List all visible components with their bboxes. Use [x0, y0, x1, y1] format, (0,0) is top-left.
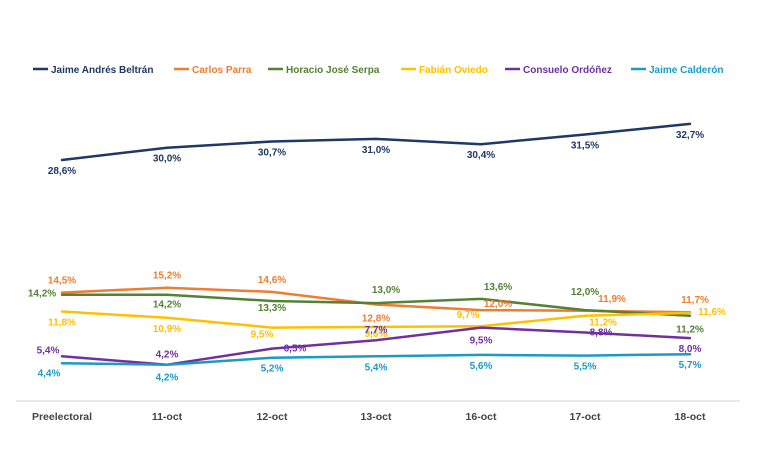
data-label-horacio-jose-serpa-3: 13,0% — [372, 285, 400, 296]
data-label-consuelo-ordonez-0: 5,4% — [37, 345, 60, 356]
legend-label: Carlos Parra — [192, 65, 252, 76]
data-labels: 28,6% 30,0% 30,7% 31,0% 30,4% 31,5% 32,7% 14,5%… — [28, 130, 726, 384]
x-tick-label: 18-oct — [675, 411, 706, 423]
data-label-carlos-parra-0: 14,5% — [48, 276, 76, 287]
legend-label: Fabián Oviedo — [419, 65, 488, 76]
data-label-jaime-calderon-3: 5,4% — [365, 362, 388, 373]
data-label-jaime-andres-beltran-4: 30,4% — [467, 150, 495, 161]
data-label-fabian-oviedo-2: 9,5% — [251, 330, 274, 341]
data-label-consuelo-ordonez-3: 7,7% — [365, 325, 388, 336]
x-tick-label: Preelectoral — [32, 411, 92, 423]
data-label-fabian-oviedo-0: 11,8% — [48, 318, 76, 329]
legend-label: Horacio José Serpa — [286, 65, 380, 76]
data-label-jaime-andres-beltran-5: 31,5% — [571, 140, 599, 151]
data-label-consuelo-ordonez-6: 8,0% — [679, 344, 702, 355]
data-label-horacio-jose-serpa-4: 13,6% — [484, 282, 512, 293]
data-label-horacio-jose-serpa-6: 11,2% — [676, 325, 704, 336]
legend: Jaime Andrés Beltrán Carlos Parra Horacio … — [33, 65, 723, 76]
x-tick-label: 11-oct — [152, 411, 183, 423]
legend-item-consuelo-ordonez: Consuelo Ordóñez — [505, 65, 612, 76]
data-label-jaime-andres-beltran-2: 30,7% — [258, 148, 286, 159]
data-label-fabian-oviedo-1: 10,9% — [153, 324, 181, 335]
series-lines — [60, 122, 692, 366]
series-line-fabian-oviedo — [60, 310, 692, 329]
x-axis-ticks: Preelectoral 11-oct 12-oct 13-oct 16-oct 17-o… — [32, 411, 706, 423]
data-label-carlos-parra-3: 12,8% — [362, 314, 390, 325]
data-label-horacio-jose-serpa-1: 14,2% — [153, 300, 181, 311]
data-label-carlos-parra-4: 12,0% — [484, 299, 512, 310]
data-label-fabian-oviedo-4: 9,7% — [457, 310, 480, 321]
data-label-consuelo-ordonez-4: 9,5% — [470, 336, 493, 347]
legend-item-carlos-parra: Carlos Parra — [174, 65, 252, 76]
data-label-jaime-calderon-4: 5,6% — [470, 361, 493, 372]
x-tick-label: 17-oct — [570, 411, 601, 423]
data-label-consuelo-ordonez-1: 4,2% — [156, 350, 179, 361]
legend-label: Consuelo Ordóñez — [523, 65, 612, 76]
data-label-jaime-andres-beltran-6: 32,7% — [676, 130, 704, 141]
data-label-carlos-parra-2: 14,6% — [258, 275, 286, 286]
data-label-carlos-parra-6: 11,7% — [681, 295, 709, 306]
data-label-fabian-oviedo-6: 11,6% — [698, 307, 726, 318]
series-line-horacio-jose-serpa — [60, 293, 692, 317]
data-label-jaime-calderon-6: 5,7% — [679, 360, 702, 371]
data-label-jaime-calderon-1: 4,2% — [156, 373, 179, 384]
data-label-fabian-oviedo-3: 9,6% — [365, 329, 388, 340]
data-label-jaime-andres-beltran-1: 30,0% — [153, 154, 181, 165]
data-label-consuelo-ordonez-5: 8,8% — [590, 328, 613, 339]
data-label-horacio-jose-serpa-2: 13,3% — [258, 303, 286, 314]
x-tick-label: 13-oct — [361, 411, 392, 423]
data-label-jaime-andres-beltran-0: 28,6% — [48, 166, 76, 177]
data-label-carlos-parra-1: 15,2% — [153, 271, 181, 282]
legend-item-jaime-andres-beltran: Jaime Andrés Beltrán — [33, 65, 153, 76]
data-label-fabian-oviedo-5: 11,2% — [589, 318, 617, 329]
x-tick-label: 16-oct — [466, 411, 497, 423]
legend-label: Jaime Andrés Beltrán — [51, 65, 153, 76]
data-label-jaime-calderon-2: 5,2% — [261, 364, 284, 375]
legend-item-fabian-oviedo: Fabián Oviedo — [401, 65, 488, 76]
data-label-carlos-parra-5: 11,9% — [598, 294, 626, 305]
series-line-jaime-andres-beltran — [60, 122, 692, 162]
data-label-jaime-andres-beltran-3: 31,0% — [362, 145, 390, 156]
x-tick-label: 12-oct — [257, 411, 288, 423]
legend-item-jaime-calderon: Jaime Calderón — [631, 65, 723, 76]
data-label-jaime-calderon-0: 4,4% — [38, 368, 61, 379]
series-line-jaime-calderon — [60, 352, 692, 366]
data-label-horacio-jose-serpa-0: 14,2% — [28, 289, 56, 300]
data-label-consuelo-ordonez-2: 6,5% — [284, 344, 307, 355]
data-label-jaime-calderon-5: 5,5% — [574, 362, 597, 373]
legend-label: Jaime Calderón — [649, 65, 723, 76]
legend-item-horacio-jose-serpa: Horacio José Serpa — [268, 65, 380, 76]
data-label-horacio-jose-serpa-5: 12,0% — [571, 287, 599, 298]
